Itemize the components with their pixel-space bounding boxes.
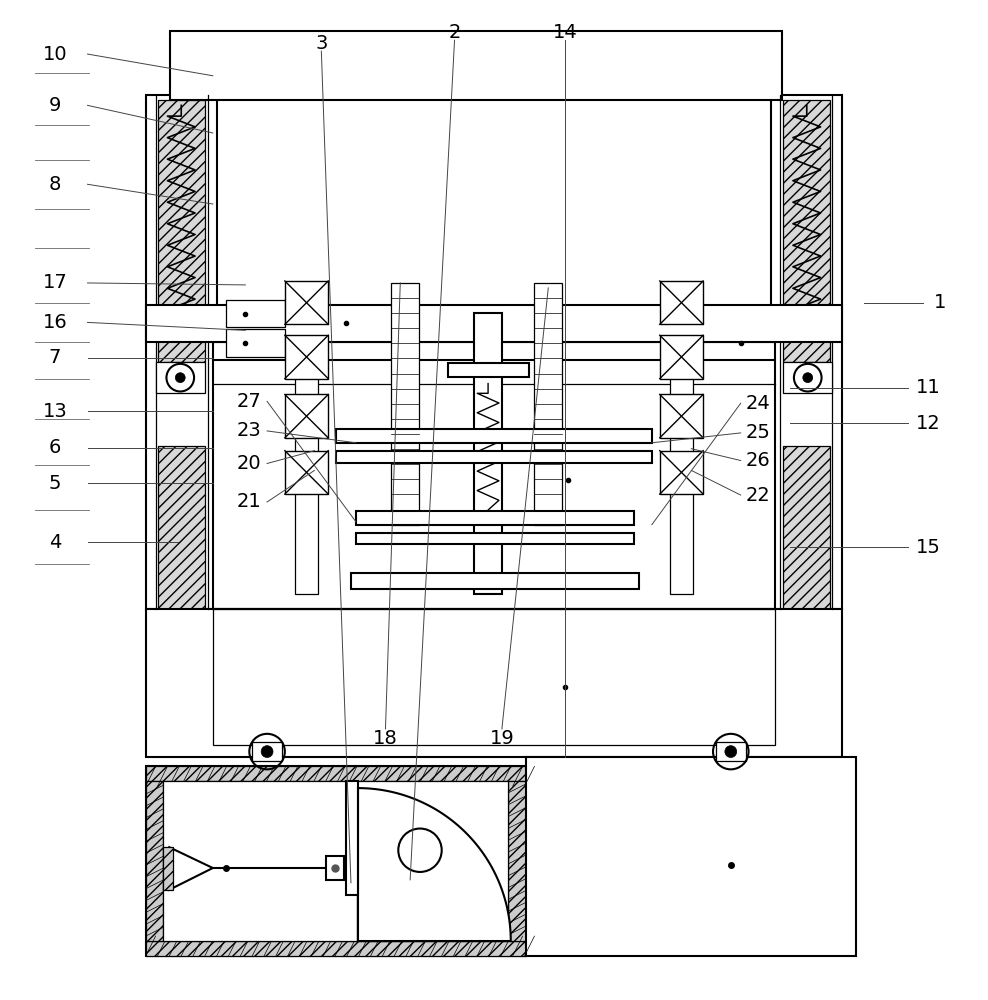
Text: 4: 4 (48, 533, 61, 552)
Bar (783, 446, 831, 609)
Text: 1: 1 (934, 293, 947, 312)
Bar (535, 283, 562, 525)
Bar (212, 609, 776, 745)
Bar (163, 781, 508, 941)
Bar (212, 342, 776, 609)
Bar (783, 100, 831, 362)
Text: 24: 24 (746, 394, 771, 413)
Bar (346, 781, 358, 895)
Bar (157, 100, 205, 362)
Text: 13: 13 (42, 402, 67, 421)
Bar (145, 941, 526, 956)
Bar (225, 300, 285, 327)
Text: 9: 9 (48, 96, 61, 115)
Polygon shape (358, 788, 511, 941)
Bar (285, 394, 328, 438)
Bar (157, 446, 205, 609)
Bar (356, 511, 634, 525)
Bar (285, 281, 328, 324)
Circle shape (725, 746, 737, 758)
Circle shape (803, 373, 813, 383)
Bar (670, 342, 694, 594)
Bar (294, 342, 318, 594)
Bar (336, 429, 652, 443)
Bar (225, 329, 285, 357)
Text: 25: 25 (746, 423, 771, 442)
Bar (163, 781, 508, 941)
Bar (474, 313, 502, 594)
Bar (391, 283, 419, 525)
Text: 18: 18 (373, 729, 398, 748)
Bar (356, 533, 634, 544)
Text: 10: 10 (42, 45, 67, 64)
Bar (716, 742, 746, 761)
Text: 21: 21 (237, 492, 262, 511)
Bar (155, 362, 205, 393)
Bar (145, 95, 216, 609)
Bar (336, 451, 652, 463)
Bar (252, 742, 282, 761)
Bar (660, 451, 703, 494)
Text: 2: 2 (449, 23, 460, 42)
Text: 5: 5 (48, 474, 61, 493)
Bar (508, 781, 526, 941)
Text: 7: 7 (48, 348, 61, 367)
Bar (145, 609, 843, 757)
Bar (145, 766, 526, 781)
Text: 23: 23 (237, 421, 262, 440)
Bar (163, 847, 173, 890)
Bar (783, 362, 833, 393)
Text: 12: 12 (916, 414, 941, 433)
Text: 8: 8 (48, 175, 61, 194)
Bar (351, 573, 639, 589)
Bar (285, 335, 328, 379)
Bar (326, 856, 344, 880)
Bar (660, 335, 703, 379)
Text: 16: 16 (42, 313, 67, 332)
Text: 3: 3 (315, 34, 328, 53)
Circle shape (261, 746, 273, 758)
Bar (526, 757, 856, 956)
Bar (145, 305, 843, 342)
Text: 27: 27 (237, 392, 262, 411)
Text: 11: 11 (916, 378, 941, 397)
Text: 6: 6 (48, 438, 61, 457)
Bar (145, 781, 163, 941)
Polygon shape (169, 847, 212, 890)
Bar (285, 451, 328, 494)
Text: 17: 17 (42, 273, 67, 292)
Text: 19: 19 (489, 729, 515, 748)
Bar (660, 281, 703, 324)
Bar (772, 95, 843, 609)
Bar (448, 363, 529, 377)
Circle shape (175, 373, 185, 383)
Text: 20: 20 (237, 454, 262, 473)
Text: 14: 14 (552, 23, 577, 42)
Text: 26: 26 (746, 451, 771, 470)
Bar (660, 394, 703, 438)
Text: 15: 15 (916, 538, 941, 557)
Text: 22: 22 (746, 486, 771, 505)
Bar (170, 31, 782, 100)
Bar (145, 766, 526, 956)
